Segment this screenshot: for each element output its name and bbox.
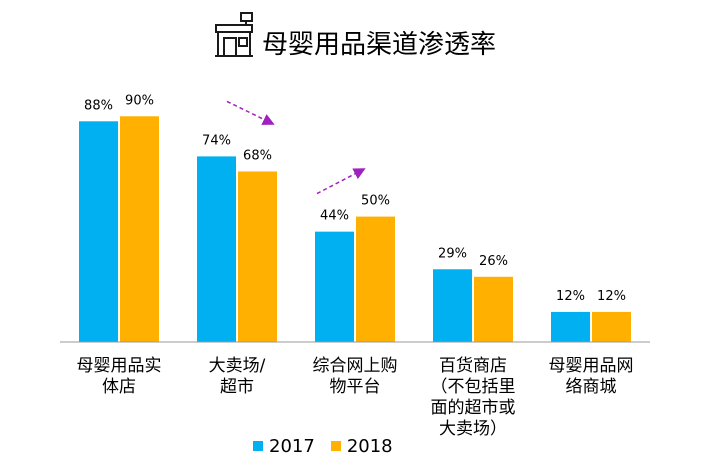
trend-arrow-up (316, 168, 366, 195)
bar-2017-3 (433, 269, 472, 342)
category-label-line: 大卖场） (439, 419, 507, 439)
data-label-2018-4: 12% (597, 289, 626, 304)
category-label-line: 物平台 (329, 377, 381, 397)
category-label-line: 大卖场/ (208, 356, 266, 376)
category-label-line: 面的超市或 (430, 398, 516, 418)
legend-label-2017: 2017 (269, 435, 315, 457)
category-label-line: 络商城 (565, 377, 617, 397)
bar-2017-0 (79, 121, 118, 343)
category-label-0: 母婴用品实 体店 (67, 356, 171, 398)
data-label-2018-2: 50% (361, 194, 390, 209)
data-label-2018-1: 68% (243, 148, 272, 163)
data-label-2018-0: 90% (125, 93, 154, 108)
bar-2017-1 (197, 156, 236, 342)
legend: 2017 2018 (253, 435, 409, 457)
bar-2018-4 (592, 311, 631, 342)
trend-arrow-down (226, 100, 275, 125)
category-label-line: 母婴用品实 (76, 356, 162, 376)
category-label-line: （不包括里 (430, 377, 516, 397)
data-label-2017-4: 12% (556, 289, 585, 304)
legend-label-2018: 2018 (346, 435, 393, 457)
data-label-2017-0: 88% (84, 98, 113, 113)
legend-swatch-2017 (253, 441, 263, 451)
legend-swatch-2018 (330, 441, 341, 451)
data-label-2018-3: 26% (479, 254, 508, 269)
bar-2018-3 (474, 276, 513, 342)
category-label-line: 综合网上购 (312, 356, 398, 376)
bar-2017-4 (551, 311, 590, 342)
bar-2018-1 (238, 171, 277, 342)
category-label-1: 大卖场/超市 (185, 356, 289, 398)
category-label-3: 百货商店 （不包括里 面的超市或 大卖场） (421, 356, 525, 440)
category-label-line: 母婴用品网 (548, 356, 634, 376)
data-label-2017-2: 44% (320, 209, 349, 224)
bar-2018-0 (120, 116, 159, 342)
data-label-2017-1: 74% (202, 133, 231, 148)
legend-item-2017: 2017 (253, 436, 315, 457)
legend-item-2018: 2018 (330, 435, 393, 457)
data-label-2017-3: 29% (438, 246, 467, 261)
store-icon (212, 12, 258, 62)
category-label-4: 母婴用品网 络商城 (539, 356, 643, 398)
category-label-line: 体店 (102, 377, 136, 397)
bar-2018-2 (356, 216, 395, 342)
bar-2017-2 (315, 231, 354, 342)
category-label-2: 综合网上购 物平台 (303, 356, 407, 398)
chart-title: 母婴用品渠道渗透率 (262, 30, 497, 60)
category-label-line: 超市 (220, 377, 254, 397)
category-label-line: 百货商店 (439, 356, 507, 376)
